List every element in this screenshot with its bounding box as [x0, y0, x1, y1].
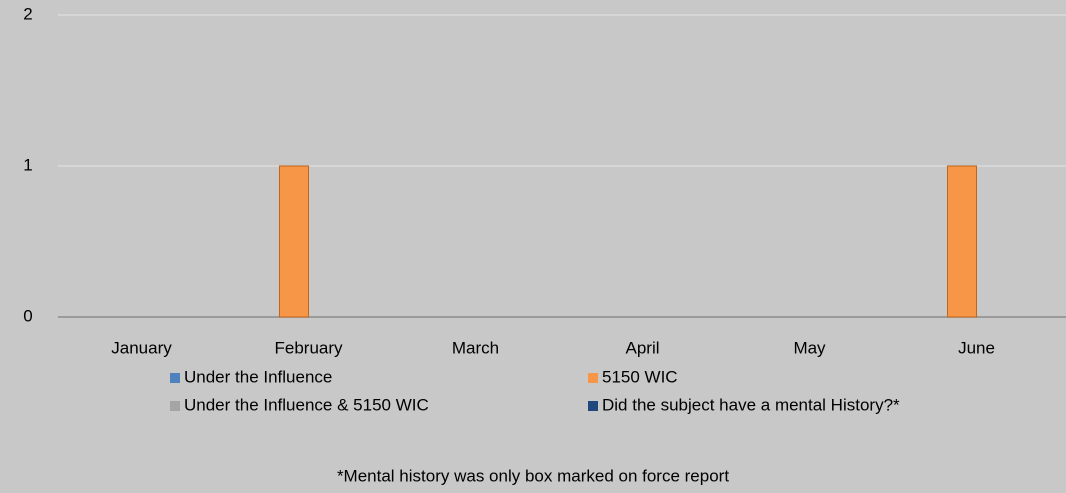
- legend-swatch: [588, 373, 598, 383]
- x-tick-label: February: [274, 338, 343, 357]
- x-tick-label: June: [958, 338, 995, 357]
- legend-swatch: [588, 401, 598, 411]
- x-tick-label: March: [452, 338, 499, 357]
- y-tick-label: 1: [23, 155, 32, 174]
- y-tick-label: 0: [23, 306, 32, 325]
- legend-label: Under the Influence: [184, 367, 332, 386]
- x-tick-label: May: [793, 338, 826, 357]
- y-tick-label: 2: [23, 4, 32, 23]
- x-tick-label: January: [111, 338, 172, 357]
- footnote: *Mental history was only box marked on f…: [337, 466, 729, 485]
- x-tick-label: April: [625, 338, 659, 357]
- legend-label: 5150 WIC: [602, 367, 678, 386]
- bar: [947, 165, 977, 318]
- legend-label: Did the subject have a mental History?*: [602, 395, 900, 414]
- bar: [279, 165, 309, 318]
- legend-swatch: [170, 373, 180, 383]
- legend-swatch: [170, 401, 180, 411]
- legend-label: Under the Influence & 5150 WIC: [184, 395, 429, 414]
